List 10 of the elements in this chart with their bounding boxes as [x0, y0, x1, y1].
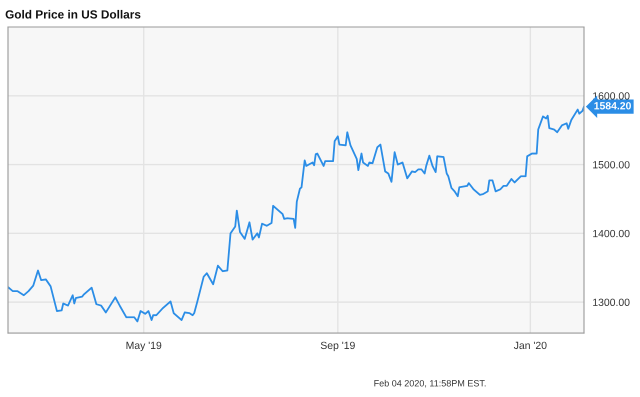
y-tick-label: 1400.00: [593, 230, 630, 238]
x-tick-label: Jan '20: [514, 342, 547, 350]
text: Feb 04 2020, 11:58PM EST.: [374, 380, 486, 388]
x-tick-label: May '19: [126, 342, 162, 352]
x-tick-label: Sep '19: [320, 342, 355, 352]
y-tick-label: 1300.00: [593, 298, 630, 306]
line-series: [8, 106, 584, 322]
chart-title: Gold Price in US Dollars: [6, 10, 140, 19]
y-tick-label: 1500.00: [593, 161, 630, 168]
annotation: 1584.20: [594, 102, 631, 110]
